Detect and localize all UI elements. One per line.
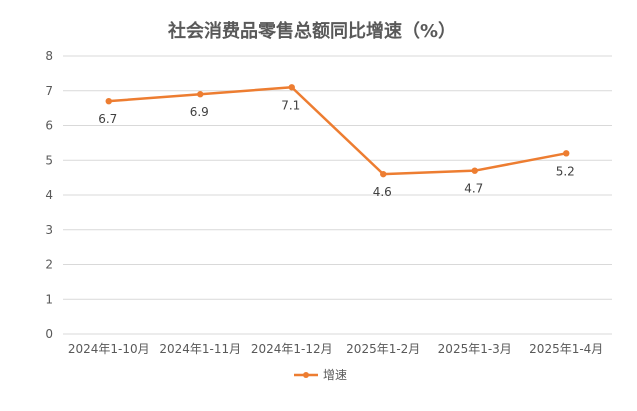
data-label: 4.7 [464,182,483,196]
data-point[interactable] [563,150,570,157]
legend[interactable]: 增速 [294,368,347,382]
x-tick-label: 2024年1-10月 [68,342,150,356]
y-tick-label: 6 [45,119,53,133]
y-tick-label: 8 [45,49,53,63]
x-tick-label: 2025年1-4月 [529,342,603,356]
series-layer [105,84,570,178]
y-tick-label: 0 [45,327,53,341]
legend-marker [303,372,309,378]
grid-lines [63,55,612,335]
y-tick-label: 1 [45,292,53,306]
data-point[interactable] [288,84,295,91]
data-label: 6.7 [98,112,117,126]
y-tick-label: 4 [45,188,53,202]
x-tick-label: 2024年1-12月 [251,342,333,356]
x-axis-ticks: 2024年1-10月 2024年1-11月 2024年1-12月 2025年1-2月 2… [68,342,603,356]
y-tick-label: 3 [45,223,53,237]
chart-title: 社会消费品零售总额同比增速（%） [168,20,456,42]
data-point[interactable] [380,170,387,178]
data-point[interactable] [105,97,112,105]
x-tick-label: 2024年1-11月 [159,342,241,356]
y-tick-label: 7 [45,84,53,98]
data-label: 7.1 [281,98,300,112]
data-label: 4.6 [373,185,392,199]
y-tick-label: 2 [45,258,53,272]
data-point[interactable] [471,167,478,174]
x-tick-label: 2025年1-3月 [438,342,512,356]
x-tick-label: 2025年1-2月 [346,342,420,356]
data-labels: 6.7 6.9 7.1 4.6 4.7 5.2 [98,98,575,199]
data-point[interactable] [197,91,204,98]
data-label: 5.2 [556,164,575,178]
series-line [107,86,568,176]
legend-label: 增速 [323,368,347,382]
y-axis-ticks: 0 1 2 3 4 5 6 7 8 [45,49,53,341]
y-tick-label: 5 [45,153,53,167]
data-label: 6.9 [190,105,209,119]
